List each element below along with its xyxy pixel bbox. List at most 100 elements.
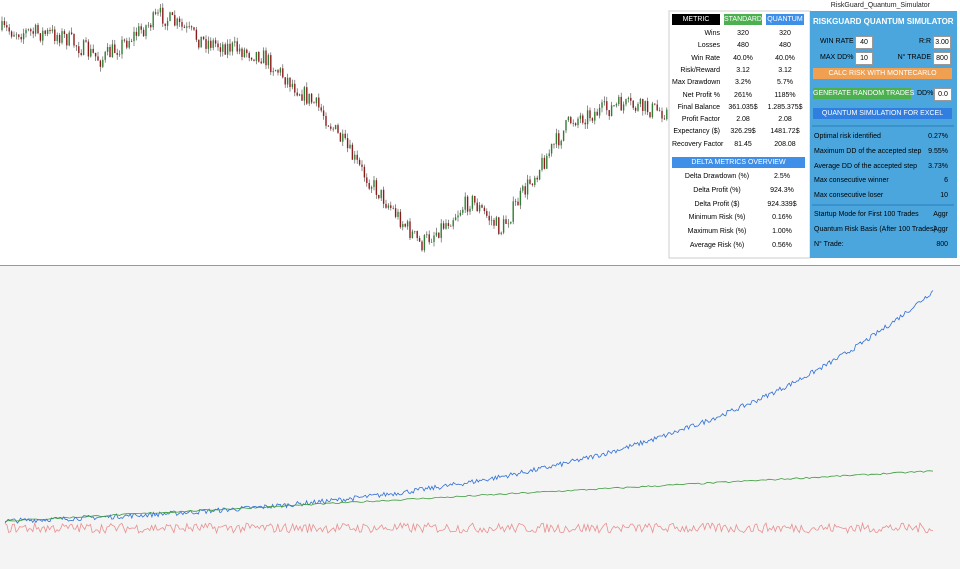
candle-body	[42, 30, 44, 41]
metrics-panel	[668, 10, 811, 259]
candle-body	[346, 138, 349, 149]
candle-body	[459, 212, 462, 216]
candle-body	[262, 50, 265, 64]
dd-label: DD%	[917, 90, 934, 97]
candle-body	[193, 27, 195, 30]
candle-body	[51, 29, 54, 32]
candle-body	[92, 48, 94, 53]
candle-body	[87, 41, 90, 57]
candle-body	[342, 133, 344, 142]
candle-body	[3, 21, 6, 26]
candle-body	[385, 203, 387, 208]
metric-label: Risk/Reward	[680, 66, 720, 74]
candle-body	[46, 29, 49, 34]
candle-body	[222, 44, 224, 52]
candle-body	[75, 45, 78, 47]
candle-body	[217, 43, 219, 48]
candle-body	[22, 33, 25, 40]
delta-label: Maximum Risk (%)	[687, 228, 747, 236]
candle-body	[30, 29, 32, 32]
candle-body	[198, 39, 200, 48]
candle-body	[106, 46, 109, 52]
candle-body	[558, 133, 560, 146]
input-field[interactable]: 3.00	[933, 36, 951, 49]
candle-body	[416, 231, 418, 239]
candle-body	[294, 83, 296, 93]
candle-body	[507, 223, 510, 225]
lower-pane	[0, 266, 960, 569]
metric-value: 3.12	[778, 66, 792, 74]
candle-body	[291, 83, 294, 88]
candle-body	[241, 48, 243, 57]
candle-body	[589, 110, 591, 119]
candle-body	[546, 155, 548, 169]
candle-body	[236, 41, 238, 52]
candle-body	[181, 22, 183, 27]
candle-body	[598, 107, 601, 116]
input-field[interactable]: 10	[855, 52, 873, 65]
candle-body	[123, 39, 126, 41]
candle-body	[85, 40, 87, 42]
dd-field[interactable]: 0.0	[934, 88, 952, 101]
candle-body	[486, 211, 488, 216]
candle-body	[325, 115, 327, 126]
generate-button[interactable]: GENERATE RANDOM TRADES	[813, 88, 915, 99]
candle-body	[188, 26, 190, 27]
candle-body	[622, 104, 625, 111]
excel-button[interactable]: QUANTUM SIMULATION FOR EXCEL	[813, 108, 952, 119]
candle-body	[663, 118, 666, 120]
candle-body	[452, 220, 454, 227]
candle-body	[318, 97, 320, 108]
candle-body	[272, 71, 274, 73]
candle-body	[483, 207, 486, 212]
delta-label: Delta Drawdown (%)	[684, 173, 750, 180]
candle-body	[553, 143, 555, 145]
candle-body	[231, 42, 234, 52]
candle-body	[534, 177, 536, 185]
metric-value: 208.08	[774, 140, 796, 148]
candle-body	[447, 223, 450, 226]
candle-body	[166, 20, 169, 26]
candle-body	[392, 207, 394, 209]
candle-body	[138, 26, 140, 36]
candle-body	[493, 219, 495, 226]
candle-body	[450, 225, 452, 227]
candle-body	[226, 43, 229, 55]
candle-body	[555, 133, 558, 145]
candle-body	[519, 190, 522, 206]
candle-body	[591, 118, 594, 121]
candle-body	[157, 12, 159, 14]
candle-body	[248, 53, 250, 58]
candle-body	[656, 104, 658, 111]
input-field[interactable]: 800	[933, 52, 951, 65]
candle-body	[147, 24, 150, 26]
candle-body	[548, 153, 550, 156]
candle-body	[601, 102, 603, 108]
candle-body	[390, 205, 392, 208]
candle-body	[512, 201, 514, 222]
mode-label: N° Trade:	[814, 241, 844, 248]
input-field[interactable]: 40	[855, 36, 873, 49]
candle-body	[466, 196, 469, 212]
candle-body	[303, 87, 306, 101]
candle-body	[517, 201, 519, 206]
candle-body	[253, 59, 255, 61]
calc-button[interactable]: CALC RISK WITH MONTECARLO	[813, 68, 952, 79]
candle-body	[265, 50, 267, 66]
candle-body	[152, 12, 154, 28]
candle-body	[6, 25, 8, 28]
candle-body	[135, 31, 138, 36]
candle-body	[200, 36, 202, 48]
candle-body	[560, 140, 562, 146]
candle-body	[488, 215, 490, 221]
input-label: R:R	[918, 38, 931, 45]
simulator-panel	[810, 11, 957, 258]
candle-body	[620, 96, 622, 111]
metric-value: 320	[779, 30, 791, 37]
candle-body	[133, 31, 135, 42]
candle-body	[308, 93, 310, 104]
candle-body	[219, 47, 222, 52]
candle-body	[330, 126, 332, 129]
candle-body	[440, 223, 442, 238]
candle-body	[526, 179, 529, 195]
